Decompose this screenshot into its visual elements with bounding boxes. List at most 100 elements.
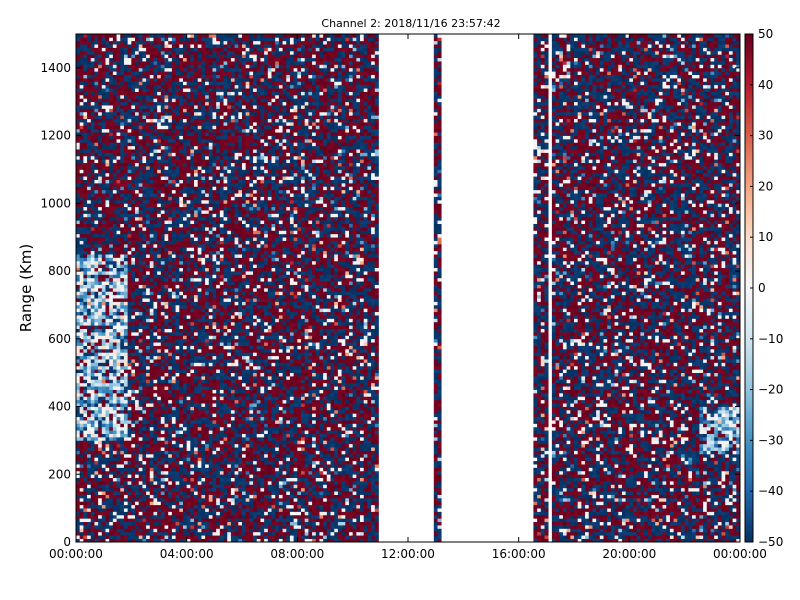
heatmap-cell bbox=[79, 426, 84, 431]
heatmap-cell bbox=[90, 37, 95, 42]
heatmap-cell bbox=[164, 338, 169, 343]
heatmap-cell bbox=[164, 491, 169, 495]
heatmap-cell bbox=[79, 332, 84, 336]
heatmap-cell bbox=[138, 105, 143, 109]
heatmap-cell bbox=[190, 210, 195, 214]
heatmap-cell bbox=[153, 50, 158, 55]
heatmap-cell bbox=[190, 64, 195, 69]
heatmap-cell bbox=[186, 125, 191, 130]
heatmap-cell bbox=[138, 294, 143, 299]
heatmap-cell bbox=[79, 535, 84, 539]
heatmap-cell bbox=[157, 399, 162, 404]
heatmap-cell bbox=[164, 169, 169, 174]
heatmap-cell bbox=[138, 369, 143, 374]
heatmap-cell bbox=[164, 420, 169, 424]
heatmap-cell bbox=[109, 399, 114, 404]
heatmap-cell bbox=[101, 240, 106, 245]
heatmap-cell bbox=[90, 271, 95, 275]
heatmap-cell bbox=[168, 413, 173, 418]
heatmap-cell bbox=[83, 413, 88, 418]
heatmap-cell bbox=[127, 142, 132, 147]
heatmap-cell bbox=[168, 78, 173, 82]
heatmap-cell bbox=[127, 352, 132, 357]
heatmap-cell bbox=[138, 179, 143, 184]
heatmap-cell bbox=[98, 437, 103, 441]
heatmap-cell bbox=[123, 125, 128, 130]
heatmap-cell bbox=[164, 355, 169, 360]
heatmap-cell bbox=[90, 64, 95, 69]
heatmap-cell bbox=[146, 345, 151, 350]
heatmap-cell bbox=[112, 210, 117, 214]
heatmap-cell bbox=[142, 111, 147, 116]
heatmap-cell bbox=[94, 162, 99, 167]
heatmap-cell bbox=[98, 403, 103, 407]
heatmap-cell bbox=[123, 528, 128, 533]
heatmap-cell bbox=[153, 61, 158, 65]
heatmap-cell bbox=[179, 50, 184, 55]
heatmap-cell bbox=[175, 501, 180, 506]
heatmap-cell bbox=[90, 193, 95, 197]
heatmap-cell bbox=[90, 67, 95, 72]
heatmap-cell bbox=[90, 125, 95, 130]
heatmap-cell bbox=[120, 301, 125, 306]
heatmap-cell bbox=[94, 108, 99, 113]
heatmap-cell bbox=[105, 437, 110, 441]
heatmap-cell bbox=[101, 210, 106, 214]
heatmap-cell bbox=[90, 274, 95, 279]
heatmap-cell bbox=[109, 389, 114, 394]
heatmap-cell bbox=[105, 67, 110, 72]
heatmap-cell bbox=[101, 494, 106, 499]
heatmap-cell bbox=[157, 318, 162, 323]
heatmap-cell bbox=[138, 460, 143, 465]
heatmap-cell bbox=[90, 155, 95, 160]
heatmap-cell bbox=[157, 484, 162, 489]
heatmap-cell bbox=[194, 376, 199, 380]
heatmap-cell bbox=[157, 531, 162, 536]
heatmap-cell bbox=[171, 193, 176, 197]
heatmap-cell bbox=[94, 284, 99, 289]
heatmap-cell bbox=[112, 430, 117, 434]
heatmap-cell bbox=[142, 298, 147, 302]
heatmap-cell bbox=[87, 338, 92, 343]
heatmap-cell bbox=[90, 34, 95, 38]
heatmap-cell bbox=[79, 487, 84, 492]
heatmap-cell bbox=[179, 138, 184, 143]
heatmap-cell bbox=[186, 220, 191, 225]
heatmap-cell bbox=[127, 223, 132, 228]
heatmap-cell bbox=[186, 474, 191, 479]
heatmap-cell bbox=[123, 159, 128, 164]
heatmap-cell bbox=[149, 94, 154, 99]
heatmap-cell bbox=[94, 433, 99, 438]
heatmap-cell bbox=[120, 298, 125, 302]
heatmap-cell bbox=[171, 91, 176, 96]
heatmap-cell bbox=[142, 508, 147, 512]
heatmap-cell bbox=[112, 61, 117, 65]
heatmap-cell bbox=[101, 37, 106, 42]
heatmap-cell bbox=[179, 521, 184, 526]
heatmap-cell bbox=[168, 494, 173, 499]
heatmap-cell bbox=[186, 508, 191, 512]
heatmap-cell bbox=[98, 528, 103, 533]
heatmap-cell bbox=[186, 189, 191, 194]
heatmap-cell bbox=[157, 223, 162, 228]
heatmap-cell bbox=[179, 277, 184, 282]
heatmap-cell bbox=[164, 416, 169, 421]
heatmap-cell bbox=[94, 128, 99, 133]
heatmap-cell bbox=[127, 365, 132, 370]
heatmap-cell bbox=[94, 57, 99, 62]
heatmap-cell bbox=[168, 508, 173, 512]
heatmap-cell bbox=[142, 274, 147, 279]
heatmap-cell bbox=[116, 497, 121, 502]
heatmap-cell bbox=[109, 521, 114, 526]
heatmap-cell bbox=[175, 328, 180, 333]
heatmap-cell bbox=[76, 257, 81, 262]
heatmap-cell bbox=[131, 152, 136, 157]
heatmap-cell bbox=[160, 118, 165, 123]
heatmap-cell bbox=[168, 54, 173, 59]
heatmap-cell bbox=[153, 342, 158, 346]
heatmap-cell bbox=[153, 376, 158, 380]
heatmap-cell bbox=[76, 176, 81, 180]
heatmap-cell bbox=[168, 525, 173, 529]
heatmap-cell bbox=[120, 284, 125, 289]
heatmap-cell bbox=[182, 138, 188, 143]
